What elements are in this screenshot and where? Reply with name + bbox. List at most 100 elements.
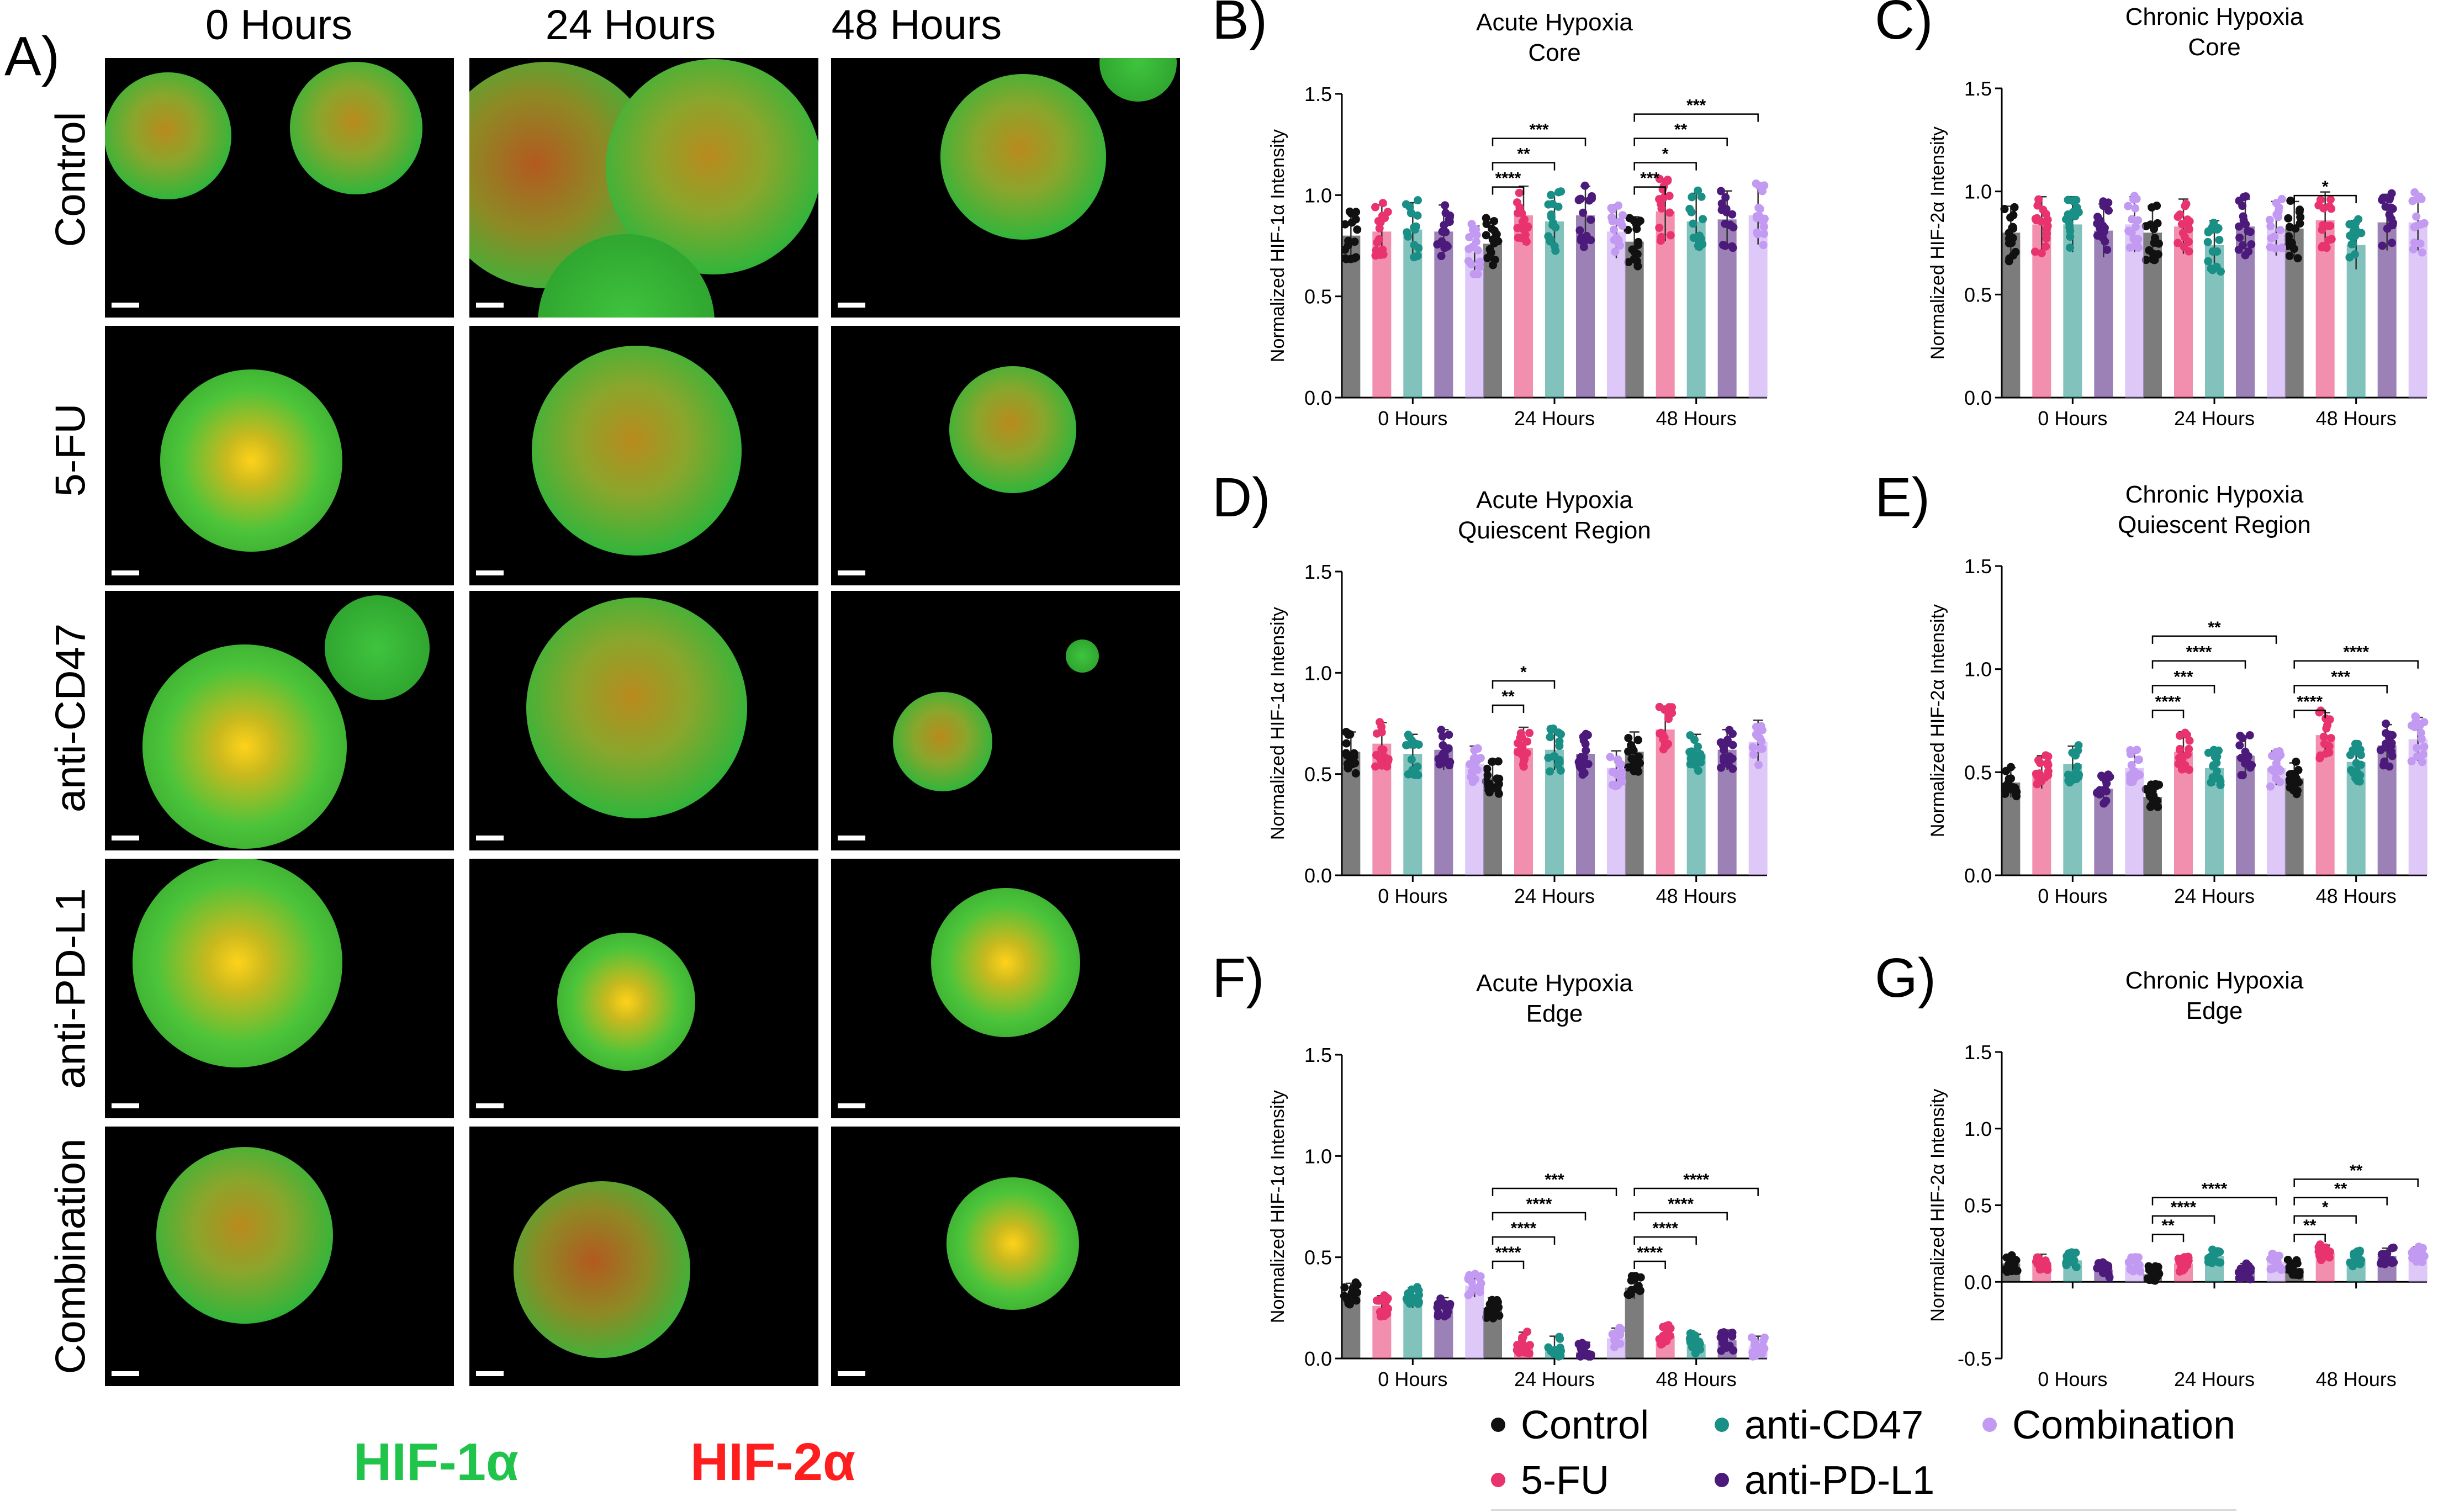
data-point bbox=[2416, 239, 2425, 248]
significance-bracket bbox=[2293, 685, 2388, 694]
data-point bbox=[1488, 758, 1496, 766]
data-point bbox=[2007, 774, 2016, 783]
bar bbox=[2267, 228, 2286, 398]
data-point bbox=[2098, 230, 2107, 239]
data-point bbox=[2244, 227, 2252, 236]
data-point bbox=[1378, 1297, 1387, 1305]
data-point bbox=[2093, 219, 2102, 228]
data-point bbox=[1517, 1335, 1526, 1344]
data-point bbox=[1755, 204, 1764, 213]
data-point bbox=[1472, 237, 1480, 246]
data-point bbox=[2410, 223, 2419, 231]
data-point bbox=[1472, 756, 1481, 765]
data-point bbox=[2006, 763, 2015, 771]
x-tick-label: 24 Hours bbox=[2174, 407, 2255, 430]
data-point bbox=[2099, 786, 2108, 795]
micrograph-anti-pdl1-0h bbox=[105, 859, 454, 1118]
data-point bbox=[2326, 221, 2335, 230]
bar bbox=[1483, 244, 1502, 398]
data-point bbox=[2292, 757, 2301, 766]
legend-label-control: Control bbox=[1521, 1403, 1649, 1447]
data-point bbox=[1634, 241, 1643, 250]
data-point bbox=[2275, 1251, 2283, 1260]
bar bbox=[2063, 224, 2082, 398]
data-point bbox=[2235, 197, 2244, 205]
significance-bracket bbox=[1492, 704, 1525, 713]
data-point bbox=[2072, 1262, 2081, 1271]
data-point bbox=[2381, 739, 2390, 748]
data-point bbox=[2276, 750, 2285, 759]
data-point bbox=[1342, 728, 1351, 737]
data-point bbox=[1341, 254, 1350, 263]
legend-marker-combination bbox=[1982, 1417, 1997, 1432]
significance-bracket bbox=[2293, 1233, 2326, 1243]
data-point bbox=[1633, 250, 1642, 258]
data-point bbox=[1351, 215, 1360, 224]
data-point bbox=[2352, 766, 2361, 775]
data-point bbox=[2266, 243, 2275, 252]
data-point bbox=[1635, 752, 1643, 761]
data-point bbox=[1755, 733, 1764, 742]
data-point bbox=[1608, 1330, 1617, 1339]
data-point bbox=[1686, 1336, 1695, 1345]
data-point bbox=[1488, 224, 1496, 233]
data-point bbox=[2415, 192, 2424, 201]
data-point bbox=[2069, 196, 2077, 205]
data-point bbox=[1440, 749, 1448, 758]
data-point bbox=[1655, 175, 1664, 183]
significance-label: **** bbox=[1526, 1195, 1552, 1213]
x-tick-label: 24 Hours bbox=[1514, 1368, 1595, 1391]
chart-subtitle: Core bbox=[1528, 39, 1580, 66]
data-point bbox=[2407, 757, 2416, 766]
data-point bbox=[1606, 753, 1615, 762]
data-point bbox=[2315, 1245, 2324, 1254]
data-point bbox=[1437, 237, 1446, 246]
data-point bbox=[1582, 1341, 1591, 1350]
data-point bbox=[2043, 759, 2052, 768]
data-point bbox=[2213, 1247, 2222, 1256]
data-point bbox=[1410, 241, 1419, 250]
data-point bbox=[1728, 210, 1737, 219]
data-point bbox=[1690, 736, 1699, 744]
data-point bbox=[1546, 767, 1554, 776]
spheroid bbox=[946, 1177, 1079, 1310]
data-point bbox=[1445, 761, 1454, 770]
data-point bbox=[1657, 232, 1666, 241]
data-point bbox=[2177, 220, 2186, 229]
significance-bracket bbox=[1492, 1212, 1587, 1220]
panel-letter: B) bbox=[1212, 0, 1267, 51]
data-point bbox=[2032, 216, 2040, 225]
data-point bbox=[1470, 746, 1479, 754]
data-point bbox=[2356, 760, 2365, 769]
data-point bbox=[1581, 236, 1590, 245]
data-point bbox=[2181, 764, 2190, 773]
data-point bbox=[1523, 1328, 1532, 1336]
data-point bbox=[2319, 732, 2328, 741]
x-tick-label: 0 Hours bbox=[1378, 1368, 1447, 1391]
scale-bar bbox=[838, 1371, 865, 1376]
data-point bbox=[2411, 712, 2420, 721]
data-point bbox=[1473, 270, 1482, 279]
time-header-48: 48 Hours bbox=[831, 2, 1002, 49]
data-point bbox=[1518, 750, 1527, 759]
data-point bbox=[1345, 207, 1354, 216]
data-point bbox=[1547, 191, 1556, 199]
data-point bbox=[2176, 210, 2185, 219]
data-point bbox=[2004, 1260, 2013, 1269]
y-axis-label: Normalized HIF-1α Intensity bbox=[1267, 1090, 1288, 1323]
micrograph-control-48h bbox=[831, 58, 1180, 318]
data-point bbox=[1525, 728, 1534, 737]
micrograph-combination-48h bbox=[831, 1127, 1180, 1386]
data-point bbox=[1577, 753, 1585, 762]
data-point bbox=[2209, 218, 2218, 227]
data-point bbox=[1557, 187, 1566, 196]
y-tick-label: 0.5 bbox=[1304, 1246, 1332, 1269]
data-point bbox=[2008, 234, 2017, 242]
legend-label-anti-pdl1: anti-PD-L1 bbox=[1744, 1458, 1935, 1503]
data-point bbox=[1759, 230, 1768, 239]
data-point bbox=[1525, 1341, 1534, 1350]
data-point bbox=[2203, 237, 2212, 246]
data-point bbox=[2154, 1262, 2162, 1271]
significance-label: ** bbox=[2303, 1217, 2317, 1235]
data-point bbox=[2356, 746, 2365, 754]
